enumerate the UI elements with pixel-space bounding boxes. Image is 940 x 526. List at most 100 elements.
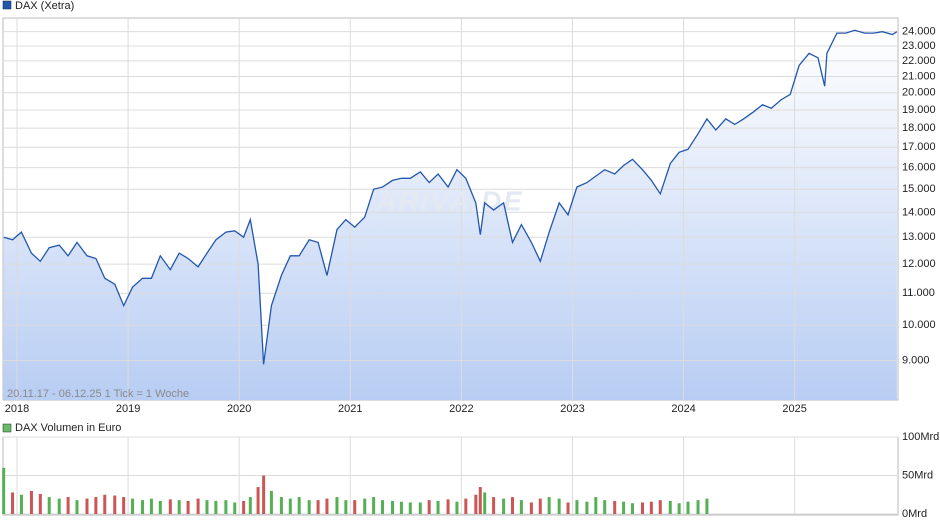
y-tick-label: 13.000 [902,231,936,243]
volume-bar [11,492,15,514]
volume-bar [603,500,607,514]
volume-bar [478,487,482,514]
y-tick-label: 21.000 [902,70,936,82]
volume-bar [630,503,634,514]
volume-bar [29,490,33,514]
volume-bar [168,499,172,514]
volume-bar [408,502,412,514]
volume-bar [519,500,523,514]
volume-bar [131,498,135,514]
x-tick-label: 2024 [671,403,695,415]
x-tick-label: 2019 [116,403,140,415]
y-tick-label: 100Mrd [902,431,939,443]
volume-bar [205,500,209,514]
volume-bar [66,497,70,514]
y-tick-label: 11.000 [902,287,935,299]
volume-bar [224,500,228,514]
legend-swatch [2,0,12,10]
volume-bar [436,500,440,514]
volume-bar [269,490,273,514]
y-tick-label: 17.000 [902,141,936,153]
volume-bar [177,500,181,514]
volume-bar [113,495,117,514]
watermark: ARIVA.DE [375,185,524,216]
volume-bar [418,502,422,514]
volume-bar [372,497,376,514]
volume-bar [38,493,42,514]
volume-bar [325,498,329,514]
annotation: 20.11.17 - 06.12.25 1 Tick = 1 Woche [7,388,189,400]
volume-bar [94,497,98,514]
volume-bar [47,497,51,514]
x-tick-label: 2018 [5,403,29,415]
chart-title: DAX (Xetra) [15,0,74,12]
volume-bar [492,497,496,514]
volume-bar [594,497,598,514]
y-tick-label: 9.000 [902,354,930,366]
volume-bar [19,494,23,514]
volume-bar [474,494,478,514]
volume-bar [696,500,700,514]
volume-bar [158,500,162,514]
y-tick-label: 0Mrd [902,508,927,520]
volume-bar [510,497,514,514]
legend-swatch [2,423,12,433]
y-tick-label: 24.000 [902,26,936,38]
volume-bar [316,500,320,514]
volume-bar [455,501,459,514]
volume-bar [344,500,348,514]
volume-bar [391,500,395,514]
y-tick-label: 19.000 [902,104,936,116]
volume-bar [85,498,89,514]
volume-bar [141,500,145,514]
volume-bar [353,500,357,514]
volume-bar [335,497,339,514]
volume-bar [248,497,252,514]
volume-bar [649,501,653,514]
y-tick-label: 18.000 [902,122,936,134]
volume-bar [529,502,533,514]
y-tick-label: 10.000 [902,319,936,331]
volume-bar [75,500,79,514]
y-tick-label: 50Mrd [902,469,933,481]
volume-bar [427,500,431,514]
volume-bar [483,492,487,514]
y-tick-label: 23.000 [902,40,936,52]
area-fill [3,30,897,401]
volume-bar [658,500,662,514]
volume-title: DAX Volumen in Euro [15,422,121,434]
volume-bar [242,500,246,514]
volume-bar [677,503,681,514]
volume-bar [288,498,292,514]
volume-bar [557,498,561,514]
volume-bar [57,498,61,514]
volume-bar [186,500,190,514]
volume-bar [705,498,709,514]
volume-bar [538,498,542,514]
y-tick-label: 22.000 [902,55,936,67]
volume-bar [686,501,690,514]
volume-bar [464,498,468,514]
volume-bar [363,498,367,514]
volume-bar [547,497,551,514]
volume-bar [122,497,126,514]
volume-bar [307,500,311,514]
volume-bar [575,500,579,514]
volume-bar [279,497,283,514]
volume-bar [196,498,200,514]
volume-bar [668,500,672,514]
x-tick-label: 2022 [449,403,473,415]
x-tick-label: 2023 [560,403,584,415]
volume-bar [381,500,385,514]
price-line [3,29,898,365]
volume-bar [640,502,644,514]
volume-bar [566,502,570,514]
y-tick-label: 14.000 [902,206,936,218]
y-tick-label: 20.000 [902,87,936,99]
x-tick-label: 2025 [782,403,806,415]
volume-bar [585,501,589,514]
volume-bar [399,501,403,514]
x-tick-label: 2020 [227,403,251,415]
volume-bar [214,500,218,514]
